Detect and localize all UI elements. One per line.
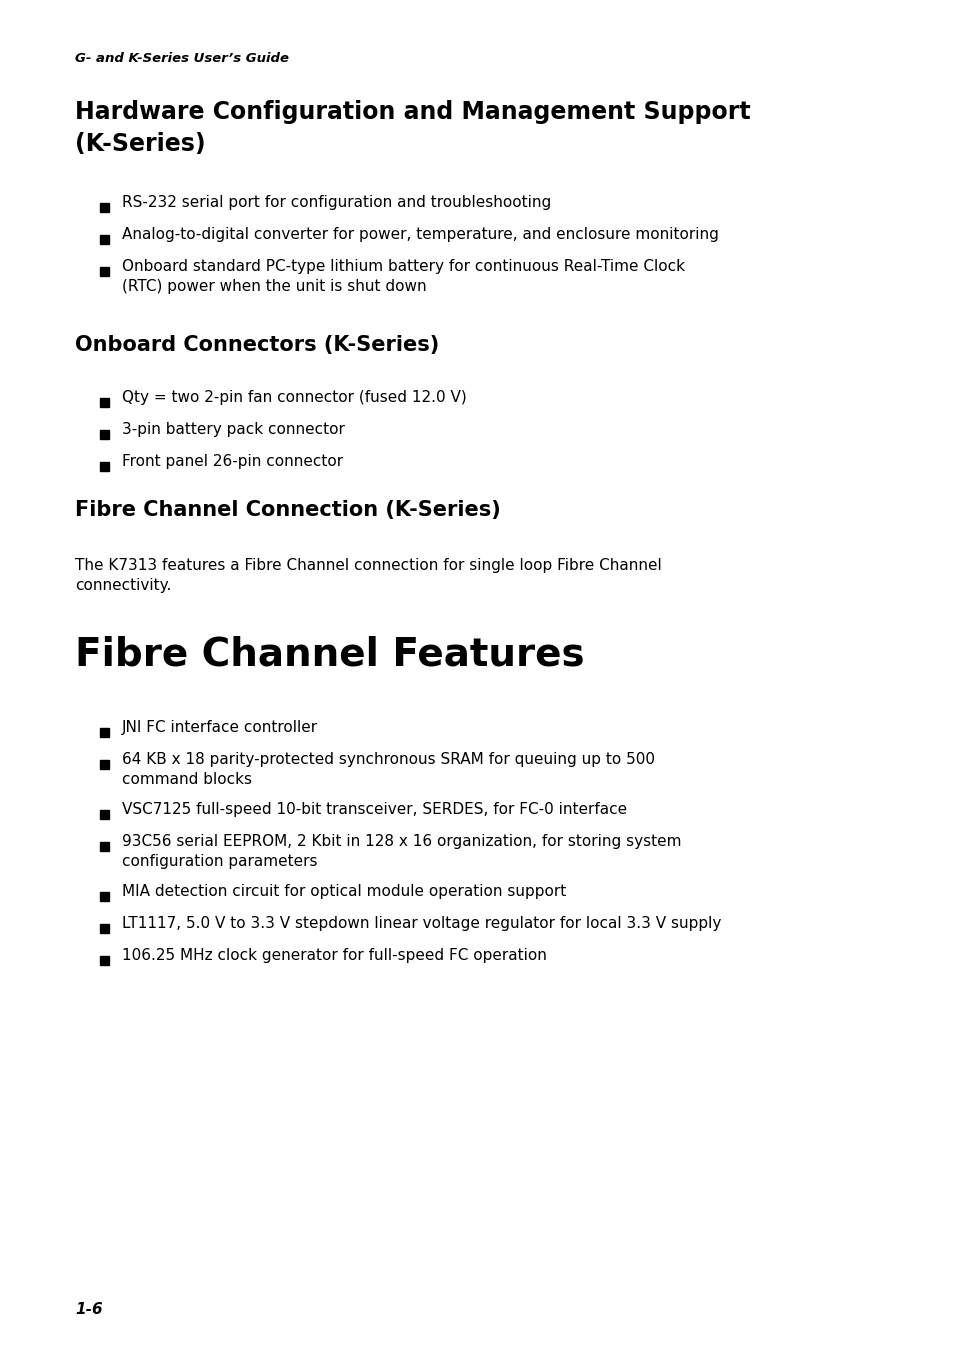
Text: Front panel 26-pin connector: Front panel 26-pin connector: [122, 454, 343, 469]
Bar: [100, 956, 109, 965]
Text: Qty = two 2-pin fan connector (fused 12.0 V): Qty = two 2-pin fan connector (fused 12.…: [122, 389, 466, 406]
Text: Fibre Channel Connection (K-Series): Fibre Channel Connection (K-Series): [75, 500, 500, 521]
Text: Hardware Configuration and Management Support
(K-Series): Hardware Configuration and Management Su…: [75, 100, 750, 155]
Text: 3-pin battery pack connector: 3-pin battery pack connector: [122, 422, 345, 437]
Text: 93C56 serial EEPROM, 2 Kbit in 128 x 16 organization, for storing system
configu: 93C56 serial EEPROM, 2 Kbit in 128 x 16 …: [122, 834, 680, 869]
Text: 64 KB x 18 parity-protected synchronous SRAM for queuing up to 500
command block: 64 KB x 18 parity-protected synchronous …: [122, 752, 655, 787]
Text: JNI FC interface controller: JNI FC interface controller: [122, 721, 317, 735]
Text: VSC7125 full-speed 10-bit transceiver, SERDES, for FC-0 interface: VSC7125 full-speed 10-bit transceiver, S…: [122, 802, 626, 817]
Text: 106.25 MHz clock generator for full-speed FC operation: 106.25 MHz clock generator for full-spee…: [122, 948, 546, 963]
Text: MIA detection circuit for optical module operation support: MIA detection circuit for optical module…: [122, 884, 566, 899]
Text: Fibre Channel Features: Fibre Channel Features: [75, 635, 584, 673]
Bar: [100, 892, 109, 900]
Text: The K7313 features a Fibre Channel connection for single loop Fibre Channel
conn: The K7313 features a Fibre Channel conne…: [75, 558, 661, 592]
Text: Onboard Connectors (K-Series): Onboard Connectors (K-Series): [75, 335, 438, 356]
Bar: [100, 430, 109, 439]
Bar: [100, 842, 109, 850]
Bar: [100, 203, 109, 212]
Bar: [100, 727, 109, 737]
Bar: [100, 235, 109, 243]
Text: 1-6: 1-6: [75, 1302, 103, 1317]
Bar: [100, 462, 109, 470]
Bar: [100, 760, 109, 769]
Bar: [100, 266, 109, 276]
Bar: [100, 397, 109, 407]
Text: Onboard standard PC-type lithium battery for continuous Real-Time Clock
(RTC) po: Onboard standard PC-type lithium battery…: [122, 260, 684, 293]
Bar: [100, 923, 109, 933]
Text: LT1117, 5.0 V to 3.3 V stepdown linear voltage regulator for local 3.3 V supply: LT1117, 5.0 V to 3.3 V stepdown linear v…: [122, 917, 720, 932]
Text: RS-232 serial port for configuration and troubleshooting: RS-232 serial port for configuration and…: [122, 195, 551, 210]
Text: Analog-to-digital converter for power, temperature, and enclosure monitoring: Analog-to-digital converter for power, t…: [122, 227, 719, 242]
Bar: [100, 810, 109, 819]
Text: G- and K-Series User’s Guide: G- and K-Series User’s Guide: [75, 51, 289, 65]
